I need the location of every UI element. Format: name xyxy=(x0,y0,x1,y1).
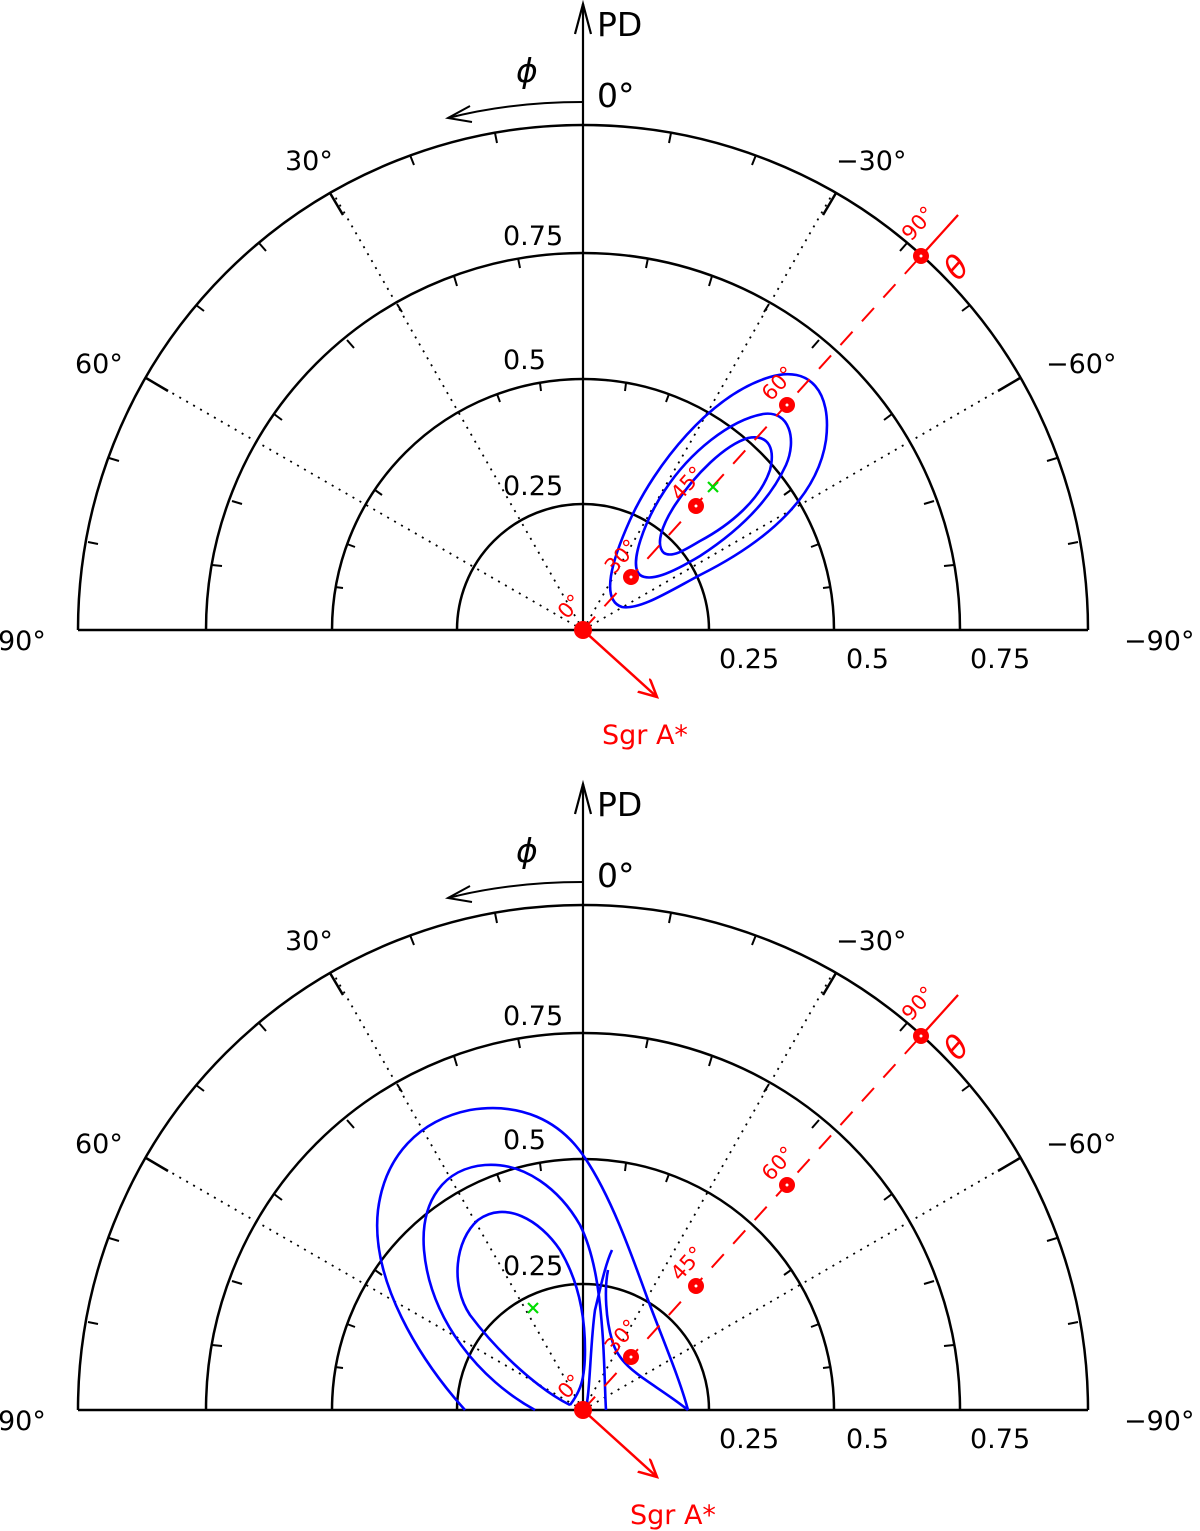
ring-0.75 xyxy=(204,251,962,631)
angle-label-60: 60° xyxy=(75,1129,123,1160)
sgr-a-direction-arrow xyxy=(582,1409,657,1477)
angle-label-minus30: −30° xyxy=(836,926,906,957)
phi-arrowhead-icon xyxy=(444,105,473,123)
radial-label-0.5: 0.5 xyxy=(503,1125,546,1156)
radial-label-0.5: 0.5 xyxy=(503,345,546,376)
major-ticks xyxy=(145,192,1021,393)
ring-outer xyxy=(76,903,1090,1411)
theta-track xyxy=(582,994,959,1411)
pd-axis-arrowhead-icon xyxy=(573,779,593,815)
confidence-contours xyxy=(375,1106,690,1412)
angle-label-minus30: −30° xyxy=(836,146,906,177)
panel-top: PD ϕ 0° xyxy=(0,0,1194,751)
confidence-contours xyxy=(608,372,829,609)
radial-label-0.25: 0.25 xyxy=(503,471,563,502)
sgr-a-direction-arrow xyxy=(582,629,657,697)
minor-ticks xyxy=(87,132,1079,589)
theta-track-end xyxy=(920,214,959,257)
angle-label-0: 0° xyxy=(597,856,635,895)
major-ticks xyxy=(145,972,1021,1173)
ring-0.25 xyxy=(455,502,711,631)
minor-ticks xyxy=(87,912,1079,1369)
ring-0.5 xyxy=(330,1157,836,1411)
x-label-0.75: 0.75 xyxy=(970,644,1030,675)
radial-label-0.25: 0.25 xyxy=(503,1251,563,1282)
theta-track xyxy=(582,214,959,631)
ring-0.75 xyxy=(204,1031,962,1411)
phi-direction-arrow xyxy=(447,101,584,119)
theta-label-0: 0° xyxy=(553,590,587,624)
theta-label-60: 60° xyxy=(757,1142,800,1186)
angle-label-0: 0° xyxy=(597,76,635,115)
x-label-0.5: 0.5 xyxy=(846,644,889,675)
angle-label-30: 30° xyxy=(285,926,333,957)
angle-label-90: 90° xyxy=(0,1406,46,1437)
sgr-a-label: Sgr A* xyxy=(630,1500,716,1531)
angle-label-90: 90° xyxy=(0,626,46,657)
ring-0.25 xyxy=(455,1282,711,1411)
best-fit-marker-icon xyxy=(527,1302,539,1314)
theta-label-60: 60° xyxy=(757,362,800,406)
theta-track-end xyxy=(920,994,959,1037)
sgr-a-label: Sgr A* xyxy=(602,720,688,751)
best-fit-marker-icon xyxy=(707,481,719,493)
x-label-0.25: 0.25 xyxy=(719,644,779,675)
angle-label-minus90: −90° xyxy=(1124,626,1194,657)
theta-axis-label: θ xyxy=(936,247,977,287)
x-label-0.75: 0.75 xyxy=(970,1424,1030,1455)
phi-label: ϕ xyxy=(516,51,538,90)
angle-label-minus90: −90° xyxy=(1124,1406,1194,1437)
panel-bottom: PD ϕ 0° xyxy=(0,779,1194,1531)
theta-axis-label: θ xyxy=(936,1027,977,1067)
phi-arrowhead-icon xyxy=(444,885,473,903)
phi-direction-arrow xyxy=(447,881,584,899)
radial-label-0.75: 0.75 xyxy=(503,221,563,252)
pd-axis-label: PD xyxy=(597,785,642,824)
pd-axis-arrowhead-icon xyxy=(573,0,593,35)
angle-label-minus60: −60° xyxy=(1046,349,1116,380)
ring-0.5 xyxy=(330,377,836,631)
angle-label-30: 30° xyxy=(285,146,333,177)
angle-label-minus60: −60° xyxy=(1046,1129,1116,1160)
x-label-0.25: 0.25 xyxy=(719,1424,779,1455)
pd-axis-label: PD xyxy=(597,5,642,44)
angle-label-60: 60° xyxy=(75,349,123,380)
phi-label: ϕ xyxy=(516,831,538,870)
ring-outer xyxy=(76,123,1090,631)
x-label-0.5: 0.5 xyxy=(846,1424,889,1455)
radial-label-0.75: 0.75 xyxy=(503,1001,563,1032)
